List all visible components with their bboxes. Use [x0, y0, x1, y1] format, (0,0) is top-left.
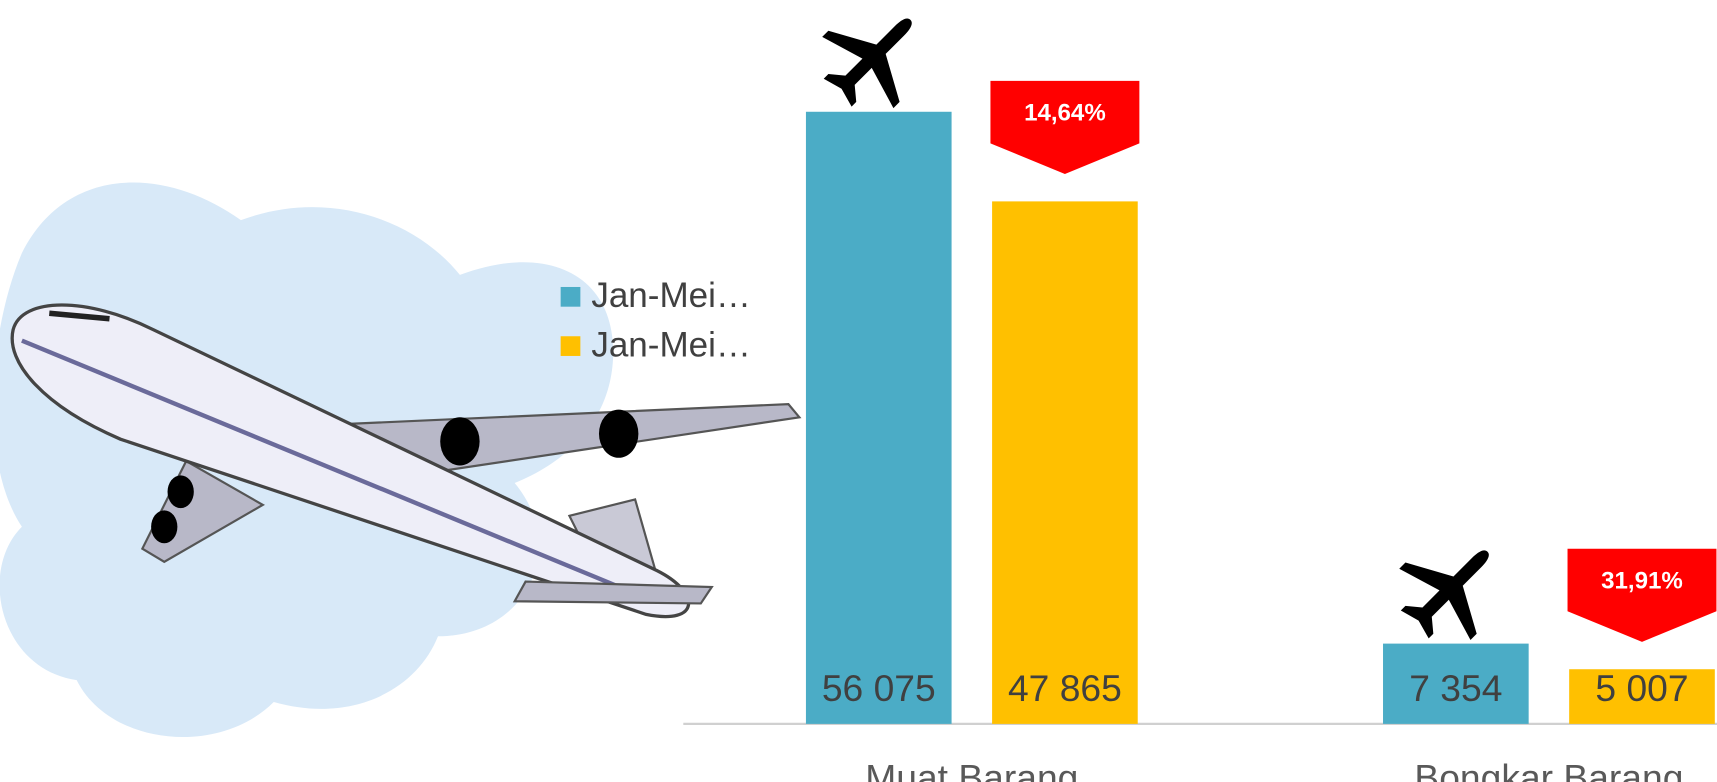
legend-label: Jan-Mei… [591, 325, 751, 364]
legend-label: Jan-Mei… [591, 276, 751, 315]
data-label: 47 865 [1008, 667, 1122, 709]
airplane-illustration [10, 303, 802, 619]
bar [992, 201, 1138, 724]
x-tick-label: Muat Barang [865, 757, 1078, 782]
plane-icon [802, 0, 947, 129]
legend-swatch [560, 336, 581, 356]
change-label: 31,91% [1601, 568, 1683, 595]
bar [1383, 643, 1529, 724]
data-label: 7 354 [1409, 667, 1502, 709]
change-callout [990, 80, 1140, 175]
bar [805, 111, 952, 724]
legend-swatch [560, 286, 581, 307]
change-label: 14,64% [1024, 100, 1106, 127]
data-label: 56 075 [822, 667, 936, 709]
plane-icon [1379, 516, 1524, 661]
bar [1569, 669, 1715, 724]
data-label: 5 007 [1595, 667, 1688, 709]
x-tick-label: Bongkar Barang [1414, 757, 1683, 782]
change-callout [1567, 548, 1717, 642]
